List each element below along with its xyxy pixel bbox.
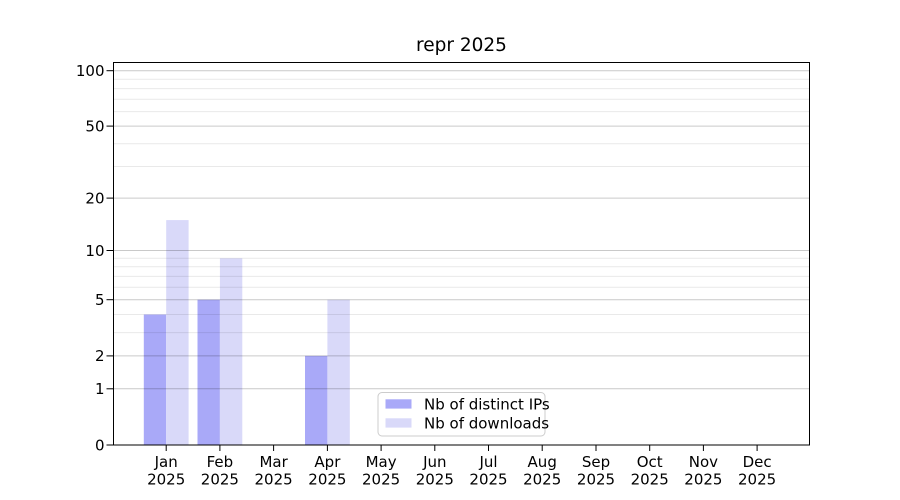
chart-title: repr 2025 [416,35,507,56]
x-tick-label-month-aug: Aug [528,453,557,471]
bars-layer [143,220,350,445]
bar-feb-nb-of-downloads [219,258,243,445]
legend-swatch-nb-of-downloads [385,418,412,428]
x-tick-label-year-oct: 2025 [631,471,669,489]
x-tick-label-month-oct: Oct [637,453,663,471]
x-tick-label-month-may: May [366,453,397,471]
y-tick-label-1: 1 [95,380,105,398]
x-tick-label-month-apr: Apr [314,453,341,471]
x-tick-label-month-dec: Dec [743,453,772,471]
y-tick-label-2: 2 [95,347,105,365]
grid-layer [113,70,810,390]
legend-label-nb-of-distinct-ips: Nb of distinct IPs [424,395,550,413]
x-tick-label-year-jun: 2025 [416,471,454,489]
x-tick-label-month-mar: Mar [259,453,288,471]
x-tick-label-month-nov: Nov [689,453,718,471]
plot-border [113,62,810,446]
legend-label-nb-of-downloads: Nb of downloads [424,414,549,432]
legend-box [377,392,546,437]
y-tick-label-100: 100 [76,62,105,80]
bar-feb-nb-of-distinct-ips [197,299,220,445]
bar-jan-nb-of-distinct-ips [143,314,167,445]
axes-layer: 0125102050100Jan2025Feb2025Mar2025Apr202… [76,62,810,489]
x-tick-label-year-jul: 2025 [469,471,507,489]
bar-apr-nb-of-distinct-ips [305,355,328,445]
legend-swatch-nb-of-distinct-ips [385,399,412,409]
x-tick-label-month-jan: Jan [154,453,178,471]
bar-jan-nb-of-downloads [166,220,189,445]
bar-apr-nb-of-downloads [327,299,350,445]
y-tick-label-0: 0 [95,436,105,454]
x-tick-label-year-mar: 2025 [255,471,293,489]
x-tick-label-year-apr: 2025 [308,471,346,489]
x-tick-label-year-nov: 2025 [684,471,722,489]
y-tick-label-10: 10 [85,242,104,260]
x-tick-label-year-jan: 2025 [147,471,185,489]
x-tick-label-month-sep: Sep [582,453,610,471]
x-tick-label-month-jul: Jul [478,453,497,471]
y-tick-label-20: 20 [85,189,104,207]
y-tick-label-5: 5 [95,291,105,309]
x-tick-label-month-feb: Feb [207,453,234,471]
y-tick-label-50: 50 [85,117,104,135]
x-tick-label-year-dec: 2025 [738,471,776,489]
x-tick-label-year-aug: 2025 [523,471,561,489]
x-tick-label-year-sep: 2025 [577,471,615,489]
x-tick-label-year-feb: 2025 [201,471,239,489]
x-tick-label-year-may: 2025 [362,471,400,489]
x-tick-label-month-jun: Jun [422,453,446,471]
